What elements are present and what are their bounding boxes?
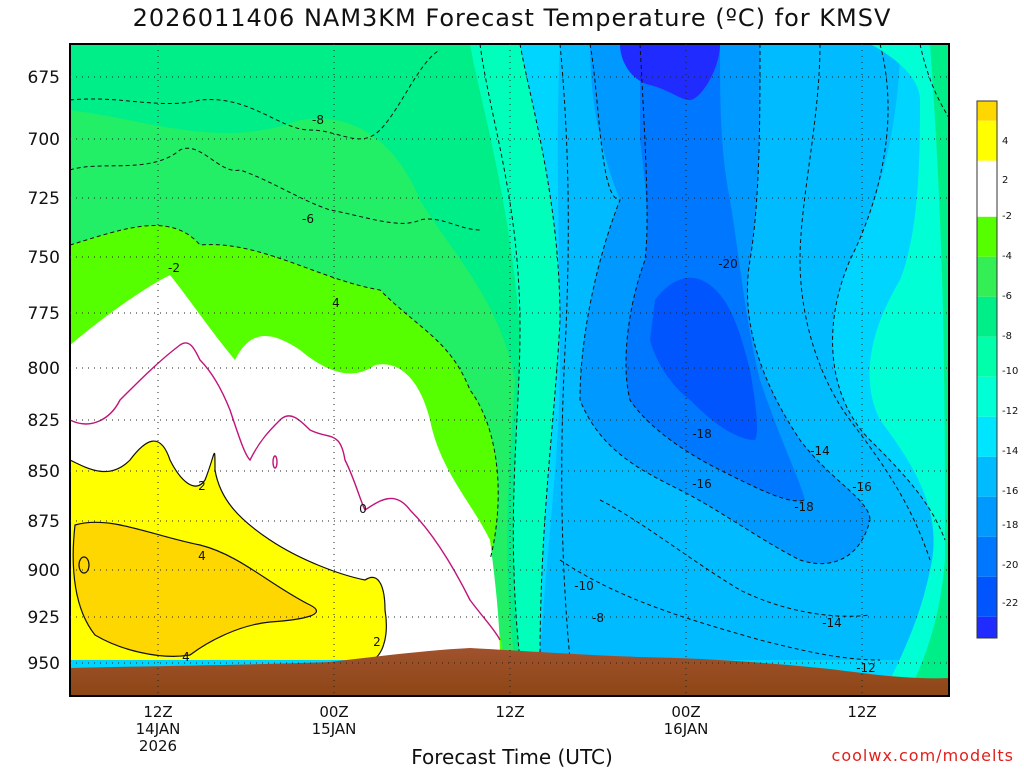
colorbar-swatch [977, 456, 997, 497]
contour-label: -6 [302, 212, 314, 226]
contour-label: 0 [359, 502, 367, 516]
y-tick-label: 900 [28, 561, 60, 581]
contour-label: 2 [373, 635, 381, 649]
colorbar-label: 4 [1002, 136, 1008, 147]
colorbar-label: 2 [1002, 175, 1008, 186]
x-tick-label: 00Z [671, 703, 700, 721]
x-tick-label: 15JAN [312, 720, 357, 738]
x-tick-label: 2026 [139, 737, 177, 755]
colorbar-label: -18 [1002, 520, 1018, 531]
colorbar-label: -8 [1002, 331, 1012, 342]
colorbar-swatch [977, 536, 997, 577]
contour-label: -14 [822, 616, 842, 630]
colorbar-swatch [977, 576, 997, 617]
contour-label: -14 [810, 444, 830, 458]
colorbar-swatch [977, 216, 997, 257]
y-tick-label: 850 [28, 462, 60, 482]
y-tick-label: 925 [28, 608, 60, 628]
contour-label: -2 [168, 261, 180, 275]
grid-lines [70, 44, 949, 696]
y-axis: 675 700 725 750 775 800 825 850 875 900 … [28, 68, 60, 674]
colorbar-swatch [977, 101, 997, 121]
contour-label: -18 [692, 427, 712, 441]
y-tick-label: 950 [28, 654, 60, 674]
colorbar-swatch [977, 256, 997, 297]
contour-label: 4 [332, 296, 340, 310]
region-above-4-band [73, 522, 317, 657]
x-axis-title: Forecast Time (UTC) [411, 745, 613, 769]
region-right-edge-band [869, 44, 949, 696]
colorbar-swatch [977, 616, 997, 638]
dashed-isotherms [70, 44, 949, 661]
y-tick-label: 675 [28, 68, 60, 88]
chart-title: 2026011406 NAM3KM Forecast Temperature (… [132, 4, 892, 32]
x-axis: 12Z 14JAN 2026 00Z 15JAN 12Z 00Z 16JAN 1… [136, 703, 877, 755]
colorbar-swatch [977, 416, 997, 457]
colorbar: 4 2 -2 -4 -6 -8 -10 -12 -14 -16 -18 -20 … [976, 100, 1018, 639]
contour-label: 4 [198, 549, 206, 563]
colorbar-swatch [977, 336, 997, 377]
contour-label: -8 [312, 113, 324, 127]
region-right-edge-band-2 [906, 44, 949, 696]
y-tick-label: 750 [28, 248, 60, 268]
colorbar-swatch [977, 376, 997, 417]
colorbar-frame [976, 100, 998, 639]
colorbar-swatch [977, 496, 997, 537]
contour-label: -16 [692, 477, 712, 491]
colorbar-label: -16 [1002, 486, 1018, 497]
contour-label: -16 [852, 480, 872, 494]
y-tick-label: 825 [28, 411, 60, 431]
y-tick-label: 700 [28, 130, 60, 150]
terrain-surface [70, 648, 949, 696]
contour-label: -10 [574, 579, 594, 593]
y-tick-label: 775 [28, 304, 60, 324]
colorbar-swatch [977, 296, 997, 337]
colorbar-label: -14 [1002, 446, 1018, 457]
colorbar-label: -10 [1002, 366, 1018, 377]
credit-link[interactable]: coolwx.com/modelts [831, 746, 1014, 765]
x-tick-label: 12Z [495, 703, 524, 721]
temperature-field [70, 44, 949, 696]
contour-label: -20 [718, 257, 738, 271]
contour-label: 4 [182, 650, 190, 664]
colorbar-swatch [977, 160, 997, 217]
y-tick-label: 725 [28, 189, 60, 209]
colorbar-label: -12 [1002, 406, 1018, 417]
x-tick-label: 12Z [143, 703, 172, 721]
x-tick-label: 00Z [319, 703, 348, 721]
contour-labels: -8 -6 -2 4 -20 -18 -16 -14 -18 -16 -14 -… [168, 113, 876, 675]
contour-label: -12 [856, 661, 876, 675]
contour-label: -18 [794, 500, 814, 514]
colorbar-label: -4 [1002, 251, 1012, 262]
x-tick-label: 16JAN [664, 720, 709, 738]
y-tick-label: 875 [28, 512, 60, 532]
solid-isotherms [70, 440, 387, 661]
region-minus20-band [650, 277, 758, 440]
colorbar-label: -2 [1002, 211, 1012, 222]
colorbar-label: -22 [1002, 598, 1018, 609]
y-tick-label: 800 [28, 359, 60, 379]
x-tick-label: 12Z [847, 703, 876, 721]
region-minus22-band [620, 44, 720, 100]
region-minus18-band [625, 44, 805, 501]
colorbar-label: -20 [1002, 560, 1018, 571]
colorbar-swatch [977, 120, 997, 161]
contour-label: 2 [198, 479, 206, 493]
x-tick-label: 14JAN [136, 720, 181, 738]
colorbar-label: -6 [1002, 291, 1012, 302]
contour-label: -8 [592, 611, 604, 625]
